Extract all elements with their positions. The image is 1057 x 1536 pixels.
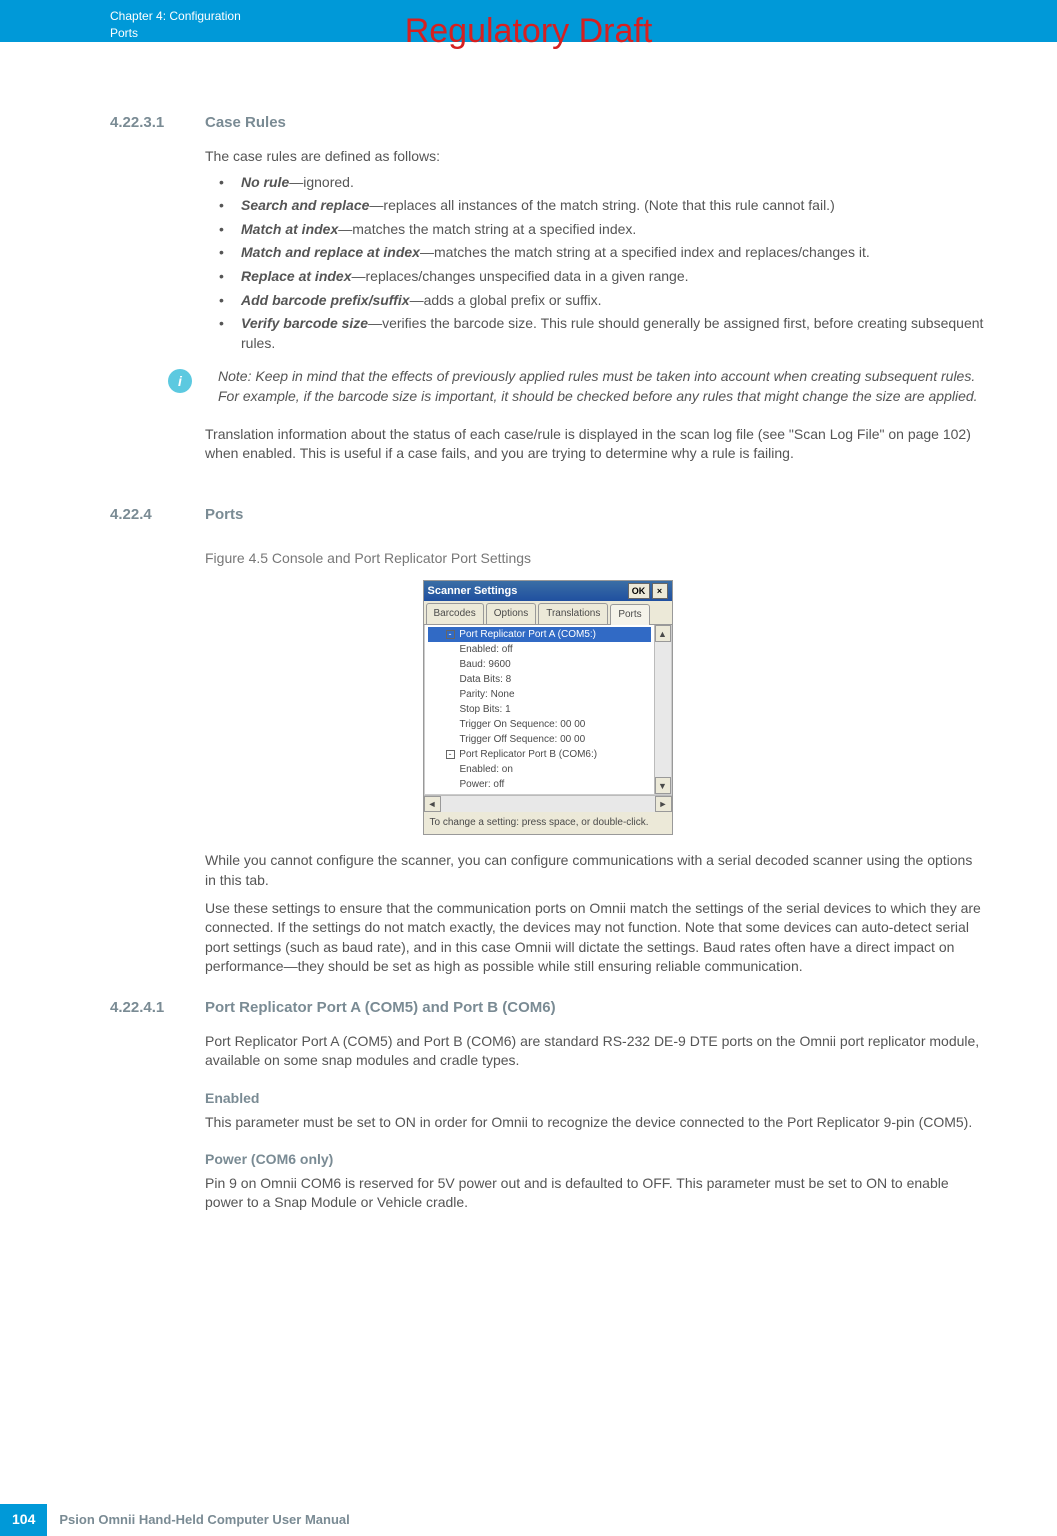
ok-button[interactable]: OK xyxy=(628,583,650,599)
tab-translations[interactable]: Translations xyxy=(538,603,608,624)
page-number: 104 xyxy=(0,1504,47,1536)
tree-label: Stop Bits: 1 xyxy=(460,704,511,715)
tree-label: Port Replicator Port B (COM6:) xyxy=(457,749,598,760)
intro-text: The case rules are defined as follows: xyxy=(205,147,985,167)
watermark: Regulatory Draft xyxy=(0,8,1057,56)
tree-node[interactable]: Stop Bits: 1 xyxy=(428,702,651,717)
tree-node[interactable]: Baud: 9600 xyxy=(428,657,651,672)
rules-list: No rule—ignored. Search and replace—repl… xyxy=(205,173,985,354)
section-title: Port Replicator Port A (COM5) and Port B… xyxy=(205,997,556,1018)
dialog-status: To change a setting: press space, or dou… xyxy=(424,812,672,834)
note-label: Note: xyxy=(218,368,251,384)
tabs: Barcodes Options Translations Ports xyxy=(424,601,672,625)
rule-desc: —matches the match string at a specified… xyxy=(338,221,636,237)
power-heading: Power (COM6 only) xyxy=(205,1150,985,1170)
scanner-settings-dialog: Scanner Settings OK × Barcodes Options T… xyxy=(423,580,673,835)
ports-para2: Use these settings to ensure that the co… xyxy=(205,899,985,977)
tree-area: - Port Replicator Port A (COM5:) Enabled… xyxy=(424,625,672,795)
rule-term: Search and replace xyxy=(241,197,369,213)
section-number: 4.22.3.1 xyxy=(110,112,205,133)
horizontal-scrollbar[interactable]: ◄ ► xyxy=(424,795,672,812)
rule-desc: —adds a global prefix or suffix. xyxy=(410,292,602,308)
rule-term: Match and replace at index xyxy=(241,244,420,260)
vertical-scrollbar[interactable]: ▲ ▼ xyxy=(654,625,671,794)
tab-barcodes[interactable]: Barcodes xyxy=(426,603,484,624)
section3-para: Port Replicator Port A (COM5) and Port B… xyxy=(205,1032,985,1071)
content: 4.22.3.1 Case Rules The case rules are d… xyxy=(0,42,1057,1293)
tree-label: Trigger On Sequence: 00 00 xyxy=(460,719,586,730)
tree-node[interactable]: - Port Replicator Port A (COM5:) xyxy=(428,627,651,642)
tree-node[interactable]: Parity: None xyxy=(428,687,651,702)
tab-ports[interactable]: Ports xyxy=(610,604,649,625)
scroll-left-icon[interactable]: ◄ xyxy=(424,796,441,812)
tree-label: Baud: 9600 xyxy=(460,659,511,670)
list-item: Add barcode prefix/suffix—adds a global … xyxy=(205,291,985,311)
collapse-icon[interactable]: - xyxy=(446,630,455,639)
footer: 104 Psion Omnii Hand-Held Computer User … xyxy=(0,1504,350,1536)
list-item: Match at index—matches the match string … xyxy=(205,220,985,240)
list-item: Verify barcode size—verifies the barcode… xyxy=(205,314,985,353)
rule-term: No rule xyxy=(241,174,289,190)
note-text: Note: Keep in mind that the effects of p… xyxy=(218,367,985,406)
rule-term: Add barcode prefix/suffix xyxy=(241,292,410,308)
collapse-icon[interactable]: - xyxy=(446,750,455,759)
enabled-para: This parameter must be set to ON in orde… xyxy=(205,1113,985,1133)
ports-para1: While you cannot configure the scanner, … xyxy=(205,851,985,890)
power-para: Pin 9 on Omnii COM6 is reserved for 5V p… xyxy=(205,1174,985,1213)
tree-label: Power: off xyxy=(460,779,505,790)
section-number: 4.22.4.1 xyxy=(110,997,205,1018)
note-block: i Note: Keep in mind that the effects of… xyxy=(168,367,985,406)
tree-node[interactable]: Data Bits: 8 xyxy=(428,672,651,687)
section-case-rules: 4.22.3.1 Case Rules xyxy=(110,112,985,133)
scroll-up-icon[interactable]: ▲ xyxy=(655,625,671,642)
tree-content[interactable]: - Port Replicator Port A (COM5:) Enabled… xyxy=(425,625,654,794)
tree-label: Enabled: on xyxy=(460,764,513,775)
tree-node[interactable]: Power: off xyxy=(428,777,651,792)
dialog-title: Scanner Settings xyxy=(428,584,518,599)
section-title: Ports xyxy=(205,504,243,525)
tree-label: Trigger Off Sequence: 00 00 xyxy=(460,734,586,745)
figure-caption: Figure 4.5 Console and Port Replicator P… xyxy=(205,549,985,569)
rule-desc: —ignored. xyxy=(289,174,354,190)
tree-node[interactable]: - Port Replicator Port B (COM6:) xyxy=(428,747,651,762)
rule-desc: —replaces all instances of the match str… xyxy=(369,197,834,213)
tree-node[interactable]: Enabled: off xyxy=(428,642,651,657)
section-port-replicator: 4.22.4.1 Port Replicator Port A (COM5) a… xyxy=(110,997,985,1018)
scroll-right-icon[interactable]: ► xyxy=(655,796,672,812)
list-item: Search and replace—replaces all instance… xyxy=(205,196,985,216)
tree-node[interactable]: Enabled: on xyxy=(428,762,651,777)
info-icon: i xyxy=(168,369,192,393)
tree-label: Enabled: off xyxy=(460,644,513,655)
list-item: Replace at index—replaces/changes unspec… xyxy=(205,267,985,287)
section-title: Case Rules xyxy=(205,112,286,133)
title-bar[interactable]: Scanner Settings OK × xyxy=(424,581,672,601)
figure-wrap: Scanner Settings OK × Barcodes Options T… xyxy=(110,580,985,835)
tree-label: Port Replicator Port A (COM5:) xyxy=(457,629,597,640)
title-buttons: OK × xyxy=(628,583,668,599)
note-body: Keep in mind that the effects of previou… xyxy=(218,368,978,404)
tree-node[interactable]: Trigger Off Sequence: 00 00 xyxy=(428,732,651,747)
rule-term: Replace at index xyxy=(241,268,352,284)
section-ports: 4.22.4 Ports xyxy=(110,504,985,525)
translation-paragraph: Translation information about the status… xyxy=(205,425,985,464)
tree-label: Data Bits: 8 xyxy=(460,674,512,685)
scroll-down-icon[interactable]: ▼ xyxy=(655,777,671,794)
rule-desc: —replaces/changes unspecified data in a … xyxy=(352,268,689,284)
list-item: Match and replace at index—matches the m… xyxy=(205,243,985,263)
tree-label: Parity: None xyxy=(460,689,515,700)
list-item: No rule—ignored. xyxy=(205,173,985,193)
tab-options[interactable]: Options xyxy=(486,603,536,624)
rule-term: Verify barcode size xyxy=(241,315,368,331)
footer-text: Psion Omnii Hand-Held Computer User Manu… xyxy=(59,1511,349,1529)
rule-desc: —matches the match string at a specified… xyxy=(420,244,870,260)
page: Regulatory Draft Chapter 4: Configuratio… xyxy=(0,0,1057,1536)
tree-node[interactable]: Trigger On Sequence: 00 00 xyxy=(428,717,651,732)
enabled-heading: Enabled xyxy=(205,1089,985,1109)
close-button[interactable]: × xyxy=(652,583,668,599)
rule-term: Match at index xyxy=(241,221,338,237)
section-number: 4.22.4 xyxy=(110,504,205,525)
